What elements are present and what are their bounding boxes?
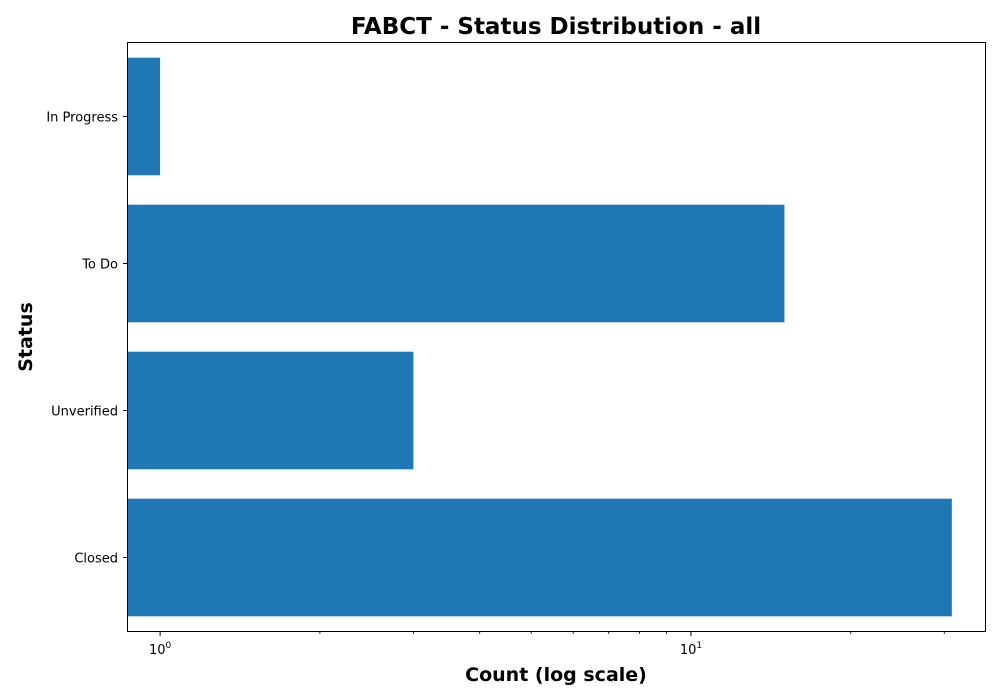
bar-closed bbox=[128, 498, 952, 617]
x-tick-label: 100 bbox=[149, 641, 172, 658]
x-axis-label: Count (log scale) bbox=[465, 664, 647, 686]
bar-in-progress bbox=[128, 57, 161, 176]
bar-to-do bbox=[128, 204, 785, 323]
y-axis-label: Status bbox=[15, 302, 37, 372]
y-tick-label: Closed bbox=[74, 552, 118, 567]
plot-frame bbox=[127, 42, 986, 632]
bar-unverified bbox=[128, 351, 414, 470]
y-tick-label: Unverified bbox=[51, 405, 118, 420]
x-ticks: 100 101 bbox=[149, 631, 945, 658]
y-tick-label: To Do bbox=[81, 258, 118, 273]
chart-title: FABCT - Status Distribution - all bbox=[351, 14, 761, 40]
y-tick-label: In Progress bbox=[46, 111, 118, 126]
y-ticks: In Progress To Do Unverified Closed bbox=[46, 111, 128, 567]
x-tick-label: 101 bbox=[680, 641, 702, 658]
bars-group bbox=[128, 57, 952, 617]
